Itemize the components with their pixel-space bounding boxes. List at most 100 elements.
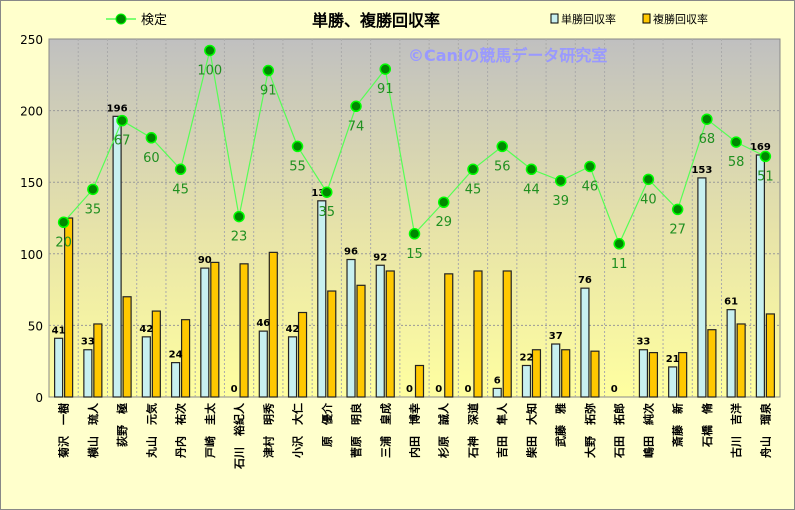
bar-place	[707, 329, 717, 398]
x-tick-label: 三浦 皇成	[378, 403, 392, 458]
bar-place	[356, 284, 366, 398]
data-label-win: 46	[256, 318, 270, 329]
legend-label-win: 単勝回収率	[561, 12, 616, 26]
line-point-label: 15	[406, 247, 423, 262]
data-label-win: 33	[81, 337, 95, 348]
data-label-win: 96	[344, 247, 358, 258]
bar-place	[180, 319, 191, 398]
data-label-win: 24	[169, 350, 183, 361]
x-tick-label: 小沢 大仁	[291, 403, 305, 459]
y-tick-label: 100	[20, 248, 43, 262]
x-tick-label: 内田 博幸	[408, 403, 422, 458]
x-tick-label: 杉原 誠人	[437, 402, 451, 458]
bar-win	[375, 264, 385, 398]
x-tick-label: 菅原 明良	[349, 403, 363, 458]
legend-label-place: 複勝回収率	[653, 12, 708, 26]
line-point	[204, 44, 216, 57]
data-label-win: 61	[724, 297, 738, 308]
y-tick-label: 250	[20, 33, 43, 47]
data-label-win: 169	[750, 142, 771, 153]
y-tick-label: 0	[35, 391, 43, 405]
bar-place	[736, 323, 746, 398]
x-tick-label: 舟山 瑠泉	[758, 402, 772, 458]
line-point-label: 56	[494, 159, 511, 174]
line-point	[525, 163, 538, 176]
bar-place	[473, 270, 483, 398]
line-point	[87, 183, 99, 196]
line-point	[467, 163, 479, 176]
legend-dot-marker	[115, 13, 127, 25]
bar-place	[678, 352, 688, 398]
bar-win	[54, 337, 64, 398]
bar-place	[122, 296, 132, 398]
bar-place	[93, 323, 103, 398]
bar-win	[200, 267, 210, 398]
bar-win	[726, 309, 736, 398]
line-point-label: 91	[377, 82, 394, 97]
bar-place	[590, 350, 600, 398]
line-point-label: 74	[348, 119, 365, 134]
data-label-win: 6	[494, 375, 501, 386]
bar-win	[638, 349, 649, 398]
x-tick-label: 石橋 脩	[700, 402, 714, 448]
data-label-win: 0	[231, 384, 238, 395]
line-point	[350, 100, 362, 113]
x-tick-label: 大野 拓弥	[583, 403, 597, 458]
x-tick-label: 丸山 元気	[144, 403, 158, 459]
x-tick-label: 荻野 極	[115, 403, 129, 447]
line-point	[262, 64, 275, 77]
x-tick-label: 菊沢 一樹	[57, 403, 71, 458]
data-label-win: 90	[198, 255, 212, 266]
line-point	[321, 186, 333, 198]
line-point	[174, 163, 187, 176]
legend-label-line: 検定	[141, 13, 167, 28]
watermark: ©Caniの競馬データ研究室	[408, 46, 607, 65]
data-label-win: 0	[435, 384, 442, 395]
line-point-label: 20	[55, 235, 72, 250]
line-point-label: 58	[728, 155, 745, 170]
line-point-label: 68	[699, 132, 716, 147]
bar-win	[317, 200, 327, 398]
line-point-label: 67	[114, 134, 131, 149]
x-tick-label: 石田 拓郎	[612, 403, 626, 459]
line-point	[496, 140, 508, 153]
bar-place	[444, 273, 454, 398]
data-label-win: 0	[611, 384, 618, 395]
line-point	[554, 175, 567, 187]
data-label-win: 37	[549, 331, 563, 342]
bar-win	[755, 154, 765, 398]
line-point	[759, 150, 772, 163]
line-point-label: 27	[669, 222, 686, 237]
y-tick-label: 50	[28, 319, 43, 333]
data-label-win: 22	[519, 352, 533, 363]
line-point-label: 35	[319, 205, 336, 220]
bar-win	[141, 336, 151, 398]
bar-win	[697, 177, 707, 398]
line-point	[701, 113, 713, 125]
line-point	[57, 216, 70, 229]
data-label-win: 41	[52, 325, 66, 336]
line-point-label: 11	[611, 257, 628, 272]
data-label-win: 42	[139, 324, 153, 335]
x-tick-label: 戸崎 圭太	[203, 402, 217, 458]
x-tick-label: 原 優介	[320, 402, 334, 447]
bar-win	[83, 349, 93, 398]
x-tick-label: 丹内 祐次	[174, 403, 188, 458]
line-point-label: 39	[552, 194, 569, 209]
bar-win	[551, 343, 561, 398]
bar-win	[258, 330, 268, 398]
data-label-win: 92	[373, 252, 387, 263]
line-point	[145, 132, 158, 144]
line-point	[379, 63, 392, 75]
line-point-label: 44	[523, 182, 540, 197]
bar-place	[268, 251, 278, 398]
line-point-label: 29	[435, 215, 452, 230]
line-point	[116, 114, 128, 127]
line-point-label: 55	[289, 159, 306, 174]
line-point	[408, 228, 421, 240]
line-point-label: 23	[231, 230, 248, 245]
y-tick-label: 200	[20, 105, 43, 119]
bar-place	[297, 311, 308, 398]
bar-place	[64, 217, 74, 398]
